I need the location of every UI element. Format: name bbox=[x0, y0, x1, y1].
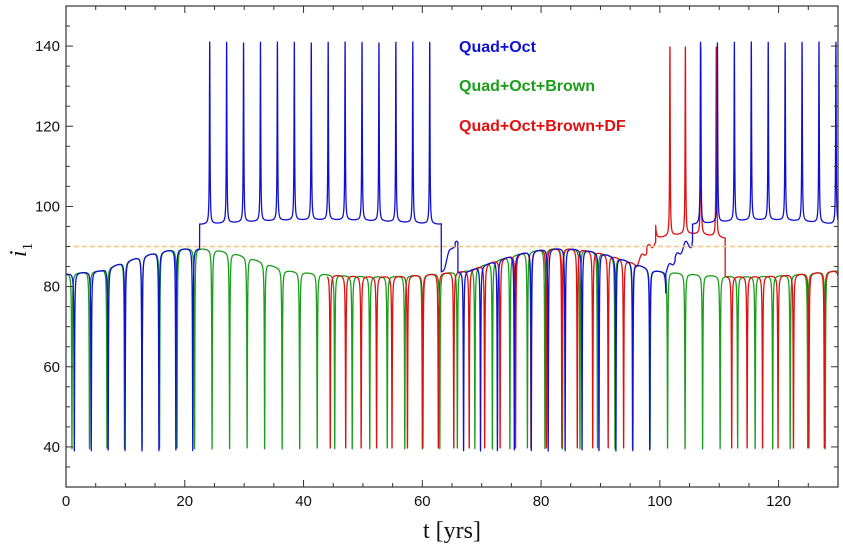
legend: Quad+Oct Quad+Oct+Brown Quad+Oct+Brown+D… bbox=[459, 39, 626, 135]
x-tick-label: 40 bbox=[295, 493, 312, 510]
x-tick-label: 100 bbox=[647, 493, 672, 510]
x-tick-label: 80 bbox=[533, 493, 550, 510]
y-tick-label: 100 bbox=[35, 198, 60, 215]
y-tick-label: 60 bbox=[43, 359, 60, 376]
series-layer bbox=[66, 41, 838, 452]
y-axis-title-subscript: 1 bbox=[20, 243, 36, 251]
x-tick-label: 0 bbox=[62, 493, 70, 510]
legend-label-quad-oct-brown-df: Quad+Oct+Brown+DF bbox=[459, 118, 626, 135]
x-tick-label: 20 bbox=[176, 493, 193, 510]
svg-text:i1: i1 bbox=[6, 243, 36, 257]
y-tick-label: 140 bbox=[35, 38, 60, 55]
x-tick-label: 120 bbox=[766, 493, 791, 510]
y-tick-label: 80 bbox=[43, 279, 60, 296]
y-tick-label: 120 bbox=[35, 118, 60, 135]
x-tick-label: 60 bbox=[414, 493, 431, 510]
y-axis-title: i1 bbox=[6, 243, 36, 257]
legend-label-quad-oct: Quad+Oct bbox=[459, 39, 537, 56]
y-axis-title-main: i bbox=[6, 250, 32, 257]
y-tick-label: 40 bbox=[43, 439, 60, 456]
legend-label-quad-oct-brown: Quad+Oct+Brown bbox=[459, 78, 595, 95]
ticks-layer: 0 20 40 60 80 100 120 40 60 80 100 120 140 bbox=[35, 5, 839, 510]
series-line-quad-oct bbox=[66, 41, 838, 452]
x-axis-title: t [yrs] bbox=[423, 518, 481, 544]
series-line-quad-oct-brown bbox=[66, 248, 838, 450]
series-line-quad-oct-brown-df bbox=[326, 46, 838, 449]
